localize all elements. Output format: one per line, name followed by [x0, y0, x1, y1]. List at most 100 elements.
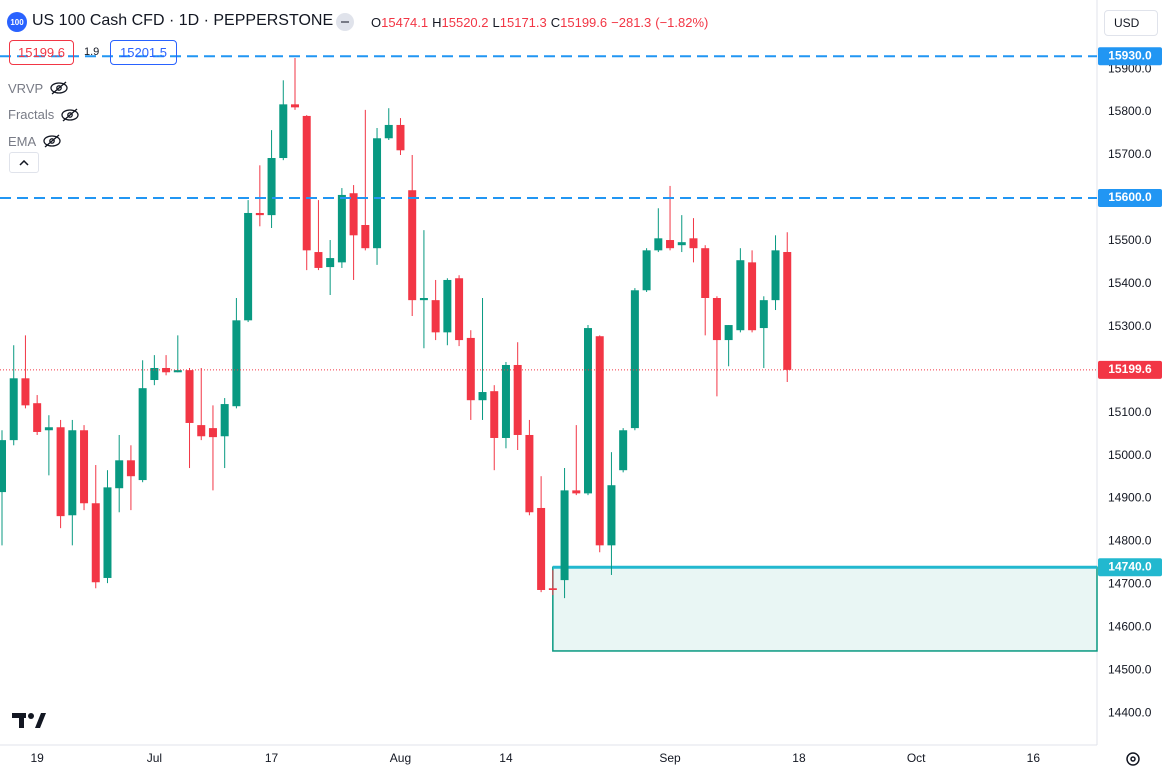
candle-body — [255, 212, 264, 216]
candle-body — [150, 367, 159, 381]
candle-body — [9, 378, 18, 441]
candle-body — [419, 298, 428, 301]
candle-body — [232, 320, 241, 407]
candle-body — [666, 240, 675, 249]
change-pct: (−1.82%) — [655, 15, 709, 30]
y-tick-label: 15100.0 — [1108, 405, 1152, 419]
status-icon[interactable] — [336, 13, 354, 31]
candle-body — [185, 370, 194, 423]
x-tick-label: 14 — [499, 751, 513, 765]
ohlc-label: O — [371, 15, 382, 30]
candle-body — [619, 430, 628, 471]
collapse-button[interactable] — [9, 152, 39, 173]
indicator-name: EMA — [8, 133, 37, 149]
ohlc-label: L — [492, 15, 500, 30]
candle-body — [537, 507, 546, 590]
candle-body — [712, 298, 721, 341]
x-tick-label: Aug — [390, 751, 411, 765]
last-price-label: 15199.6 — [1108, 362, 1152, 376]
hline-price-label: 15930.0 — [1108, 48, 1152, 62]
hidden-eye-icon[interactable] — [60, 107, 80, 123]
y-tick-label: 14500.0 — [1108, 662, 1152, 676]
bid-button[interactable]: 15199.6 — [9, 40, 74, 65]
candle-body — [80, 430, 89, 504]
y-tick-label: 14400.0 — [1108, 705, 1152, 719]
candle-body — [642, 250, 651, 291]
y-tick-label: 15700.0 — [1108, 147, 1152, 161]
demand-zone — [552, 566, 1098, 652]
candle-body — [724, 325, 733, 341]
candle-body — [21, 378, 30, 406]
candle-body — [759, 300, 768, 329]
candle-body — [103, 487, 112, 578]
candle-body — [748, 262, 757, 331]
candle-body — [455, 278, 464, 341]
currency-button[interactable]: USD — [1104, 10, 1158, 36]
candle-body — [115, 460, 124, 489]
candle-body — [408, 190, 417, 301]
indicator-row: EMA — [8, 128, 80, 155]
settings-icon[interactable] — [1126, 752, 1140, 766]
candle-body — [197, 425, 206, 437]
zone-price-label: 14740.0 — [1108, 559, 1152, 573]
y-tick-label: 15000.0 — [1108, 448, 1152, 462]
candle-body — [478, 392, 487, 401]
indicator-row: Fractals — [8, 102, 80, 129]
y-tick-label: 15300.0 — [1108, 319, 1152, 333]
ask-button[interactable]: 15201.5 — [110, 40, 177, 65]
y-tick-label: 15500.0 — [1108, 233, 1152, 247]
candle-body — [490, 391, 499, 438]
x-tick-label: Jul — [147, 751, 162, 765]
hidden-eye-icon[interactable] — [49, 80, 69, 96]
candle-body — [244, 212, 253, 321]
ohlc-value: 15199.6 — [560, 15, 608, 30]
candle-body — [466, 337, 475, 401]
tv-logo — [12, 713, 46, 728]
candle-body — [56, 427, 65, 517]
candle-body — [279, 104, 288, 159]
candle-body — [91, 503, 100, 583]
change: −281.3 — [611, 15, 652, 30]
x-tick-label: 17 — [265, 751, 279, 765]
candle-body — [361, 225, 370, 249]
last-price-box — [1098, 360, 1162, 379]
ohlc-legend: O15474.1 H15520.2 L15171.3 C15199.6 −281.3 (−… — [371, 15, 708, 30]
ohlc-value: 15474.1 — [381, 15, 429, 30]
y-tick-label: 14800.0 — [1108, 534, 1152, 548]
symbol-title: US 100 Cash CFD · 1D · PEPPERSTONE — [32, 12, 334, 29]
y-tick-label: 15800.0 — [1108, 104, 1152, 118]
candle-body — [220, 404, 229, 437]
hline-price-label: 15600.0 — [1108, 190, 1152, 204]
candle-body — [513, 364, 522, 435]
candle-body — [373, 138, 382, 249]
hline-price-box — [1098, 47, 1162, 66]
y-tick-label: 15400.0 — [1108, 276, 1152, 290]
hidden-eye-icon[interactable] — [42, 133, 62, 149]
candle-body — [607, 485, 616, 546]
hline-price-box — [1098, 188, 1162, 207]
candle-body — [501, 364, 510, 438]
candle-body — [572, 490, 581, 494]
candle-body — [0, 440, 6, 493]
chevron-icon — [19, 159, 29, 166]
candle-body — [689, 238, 698, 249]
indicator-list: VRVP Fractals EMA — [8, 75, 80, 155]
candle-body — [443, 279, 452, 333]
candle-body — [431, 300, 440, 333]
candle-body — [560, 490, 569, 581]
candle-body — [783, 252, 792, 370]
candle-body — [337, 194, 346, 263]
candle-body — [33, 403, 42, 432]
candle-body — [326, 258, 335, 268]
ohlc-label: C — [550, 15, 561, 30]
candle-body — [126, 460, 135, 477]
indicator-name: VRVP — [8, 80, 44, 96]
ohlc-value: 15520.2 — [441, 15, 489, 30]
candle-body — [630, 290, 639, 429]
candle-body — [314, 252, 323, 268]
x-tick-label: 19 — [30, 751, 44, 765]
spread: 1.9 — [84, 46, 100, 58]
candle-body — [162, 367, 171, 373]
